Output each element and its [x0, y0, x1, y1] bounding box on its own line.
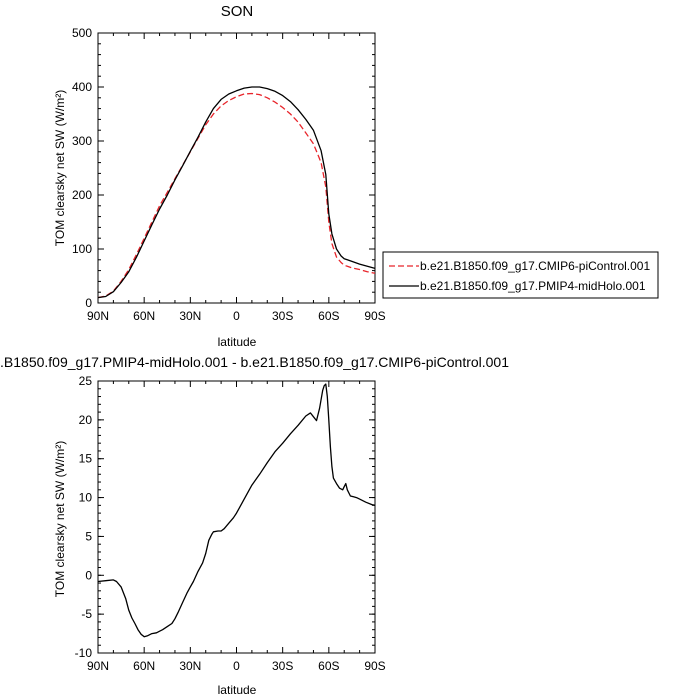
top-ytick-label: 500	[72, 26, 92, 40]
bottom-plot-area: 90N 60N 30N 0 30S 60S 90S -10 -5 0 5 10 15 20 25	[75, 374, 386, 673]
top-ytick-label: 100	[72, 242, 92, 256]
bottom-xtick-label: 90S	[364, 659, 385, 673]
top-ytick-label: 0	[85, 296, 92, 310]
top-ytick-label: 400	[72, 80, 92, 94]
bottom-ytick-label: 25	[79, 374, 93, 388]
legend-label-midholo: b.e21.B1850.f09_g17.PMIP4-midHolo.001	[420, 279, 646, 293]
bottom-xtick-label: 60N	[133, 659, 155, 673]
bottom-series-line-0	[97, 383, 376, 638]
legend-box	[382, 251, 659, 299]
top-xtick-label: 90S	[364, 309, 385, 323]
top-series-line-1	[97, 86, 376, 299]
bottom-xtick-label: 30S	[272, 659, 293, 673]
bottom-ytick-label: -10	[75, 646, 93, 660]
bottom-ytick-label: 15	[79, 452, 93, 466]
bottom-xtick-label: 0	[233, 659, 240, 673]
top-chart-xlabel: latitude	[218, 335, 257, 349]
top-ytick-label: 300	[72, 134, 92, 148]
bottom-ytick-label: -5	[81, 607, 92, 621]
top-plot-frame	[97, 32, 376, 304]
top-series-line-0	[97, 92, 376, 299]
top-chart-title: SON	[221, 3, 254, 20]
bottom-xtick-label: 90N	[87, 659, 109, 673]
top-xtick-label: 30N	[179, 309, 201, 323]
top-plot-area: 90N 60N 30N 0 30S 60S 90S 0 100 200 300 400 500	[72, 26, 386, 323]
top-xtick-label: 0	[233, 309, 240, 323]
bottom-ytick-label: 0	[85, 568, 92, 582]
top-ytick-label: 200	[72, 188, 92, 202]
bottom-chart-ylabel: TOM clearsky net SW (W/m²)	[53, 441, 67, 597]
legend: b.e21.B1850.f09_g17.CMIP6-piControl.001 …	[382, 251, 659, 299]
top-xtick-label: 60N	[133, 309, 155, 323]
top-chart-ylabel: TOM clearsky net SW (W/m²)	[53, 90, 67, 246]
bottom-xtick-label: 60S	[318, 659, 339, 673]
bottom-chart-xlabel: latitude	[218, 683, 257, 697]
bottom-plot-frame	[97, 380, 376, 654]
bottom-chart-title: b.e21.B1850.f09_g17.PMIP4-midHolo.001 - …	[0, 354, 509, 370]
bottom-xtick-label: 30N	[179, 659, 201, 673]
bottom-ytick-label: 5	[85, 529, 92, 543]
legend-label-picontrol: b.e21.B1850.f09_g17.CMIP6-piControl.001	[420, 259, 650, 273]
bottom-ytick-label: 20	[79, 413, 93, 427]
top-xtick-label: 60S	[318, 309, 339, 323]
top-xtick-label: 90N	[87, 309, 109, 323]
bottom-ytick-label: 10	[79, 491, 93, 505]
top-xtick-label: 30S	[272, 309, 293, 323]
